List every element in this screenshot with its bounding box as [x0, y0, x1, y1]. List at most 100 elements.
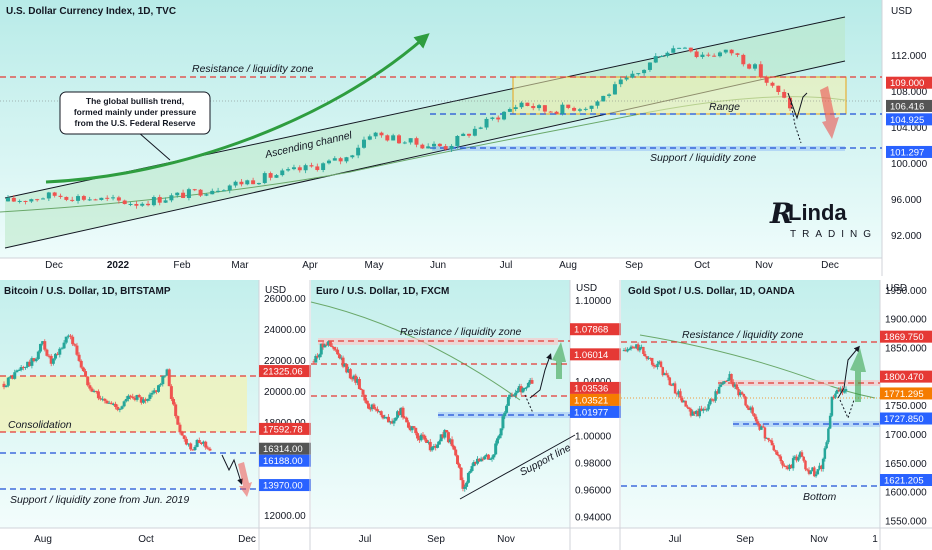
eur-candle-body [530, 380, 534, 384]
dxy-candle-body [151, 197, 156, 206]
gold-candle-body [650, 357, 654, 365]
eur-candle-body [521, 388, 525, 393]
gold-candle-body [823, 448, 827, 459]
dxy-candle-body [502, 111, 507, 120]
dxy-candle-body [52, 192, 57, 196]
dxy-x-tick-label: Jul [500, 260, 513, 271]
dxy-candle-body [361, 139, 366, 148]
dxy-candle-body [647, 62, 652, 70]
eur-candle-body [510, 394, 514, 396]
dxy-candle-body [76, 196, 81, 201]
dxy-candle-body [577, 109, 582, 111]
gold-candle-body [703, 409, 707, 411]
dxy-candle-body [449, 145, 454, 150]
btc-projection-path [221, 454, 243, 485]
gold-price-tags: 1869.750 1800.470 1771.295 1727.850 1621.205 [880, 330, 932, 487]
eur-candle-body [468, 470, 472, 473]
eur-candle-body [436, 444, 440, 448]
eur-candle-body [526, 382, 530, 388]
eur-candle-body [437, 441, 441, 445]
gold-candle-body [744, 396, 747, 406]
btc-candle-body [206, 447, 210, 449]
dxy-candle-body [712, 55, 717, 57]
eur-candle-body [357, 378, 361, 390]
btc-candle-body [19, 367, 23, 370]
gold-bottom-annotation: Bottom [803, 491, 837, 503]
dxy-candle-body [758, 64, 763, 78]
eur-candle-body [314, 355, 318, 363]
dxy-y-tick-label: 104.000 [891, 123, 928, 134]
gold-candle-body [636, 344, 640, 351]
brand-name: Linda [788, 200, 847, 225]
gold-candle-body [820, 465, 823, 470]
gold-y-tick-label: 1650.000 [885, 459, 927, 470]
dxy-x-tick-label: Dec [821, 260, 839, 271]
dxy-candle-body [677, 47, 682, 49]
eur-candle-body [328, 341, 332, 346]
eur-candle-body [501, 416, 505, 429]
gold-candle-body [684, 400, 687, 407]
eur-candle-body [495, 438, 499, 444]
gold-candle-body [661, 367, 665, 376]
btc-candle-body [51, 358, 55, 364]
gold-candle-body [647, 357, 650, 359]
btc-candle-body [124, 398, 128, 402]
range-annotation: Range [709, 101, 740, 113]
btc-price-tag-label: 13970.00 [263, 481, 303, 492]
dxy-candle-body [87, 199, 92, 201]
gold-candle-body [631, 346, 635, 348]
btc-title: Bitcoin / U.S. Dollar, 1D, BITSTAMP [4, 286, 171, 297]
dxy-candle-body [788, 97, 792, 109]
eur-candle-body [394, 417, 398, 421]
btc-candle-body [133, 397, 137, 400]
gold-candle-body [814, 474, 818, 477]
eur-candle-body [327, 341, 331, 346]
gold-candle-body [726, 379, 730, 382]
dxy-candle-body [636, 73, 641, 75]
dxy-candle-body [478, 127, 483, 129]
eur-candle-body [508, 394, 512, 397]
btc-price-tag [259, 479, 315, 492]
gold-plot-background [621, 280, 880, 528]
btc-candle-body [116, 406, 120, 410]
dxy-candle-body [367, 136, 372, 140]
dxy-candle-body [326, 160, 331, 164]
eur-candle-body [515, 390, 519, 393]
gold-price-tag [880, 474, 932, 487]
eur-candle-body [339, 357, 343, 359]
eur-candle-body [481, 458, 485, 460]
eur-candle-body [459, 467, 463, 481]
gold-panel: Gold Spot / U.S. Dollar, 1D, OANDA USD 1… [619, 280, 932, 550]
eur-title: Euro / U.S. Dollar, 1D, FXCM [316, 286, 449, 297]
dxy-candle-body [665, 52, 670, 57]
btc-candle-body [154, 390, 158, 392]
eur-candle-body [397, 411, 401, 415]
gold-y-tick-label: 1850.000 [885, 344, 927, 355]
gold-candle-body [839, 388, 842, 392]
eur-candle-body [505, 405, 509, 413]
gold-candle-body [696, 410, 700, 417]
btc-candle-body [126, 395, 130, 399]
btc-candle-body [189, 443, 193, 450]
btc-price-tag-label: 16314.00 [263, 444, 303, 455]
dxy-candle-body [344, 157, 349, 162]
gold-price-tag-label: 1771.295 [884, 389, 924, 400]
eur-candle-body [319, 343, 323, 355]
eur-candle-body [406, 422, 410, 428]
btc-candle-body [141, 399, 145, 403]
dxy-candle-body [525, 102, 530, 107]
dxy-y-axis: 112.000 108.000 104.000 100.000 96.000 92.000 [891, 51, 928, 242]
gold-candle-body [844, 388, 848, 391]
gold-candle-body [804, 460, 807, 470]
eur-price-tag [570, 348, 626, 361]
gold-candle-body [721, 383, 724, 385]
dxy-candle-body [11, 197, 16, 202]
gold-x-tick-label: Jul [669, 534, 682, 545]
dxy-candle-body [251, 180, 256, 185]
eur-y-tick-label: 1.00000 [575, 431, 612, 442]
callout-line-3: from the U.S. Federal Reserve [75, 118, 196, 128]
eur-x-tick-label: Nov [497, 534, 515, 545]
eur-x-tick-label: Sep [427, 534, 445, 545]
gold-candle-body [694, 410, 698, 414]
